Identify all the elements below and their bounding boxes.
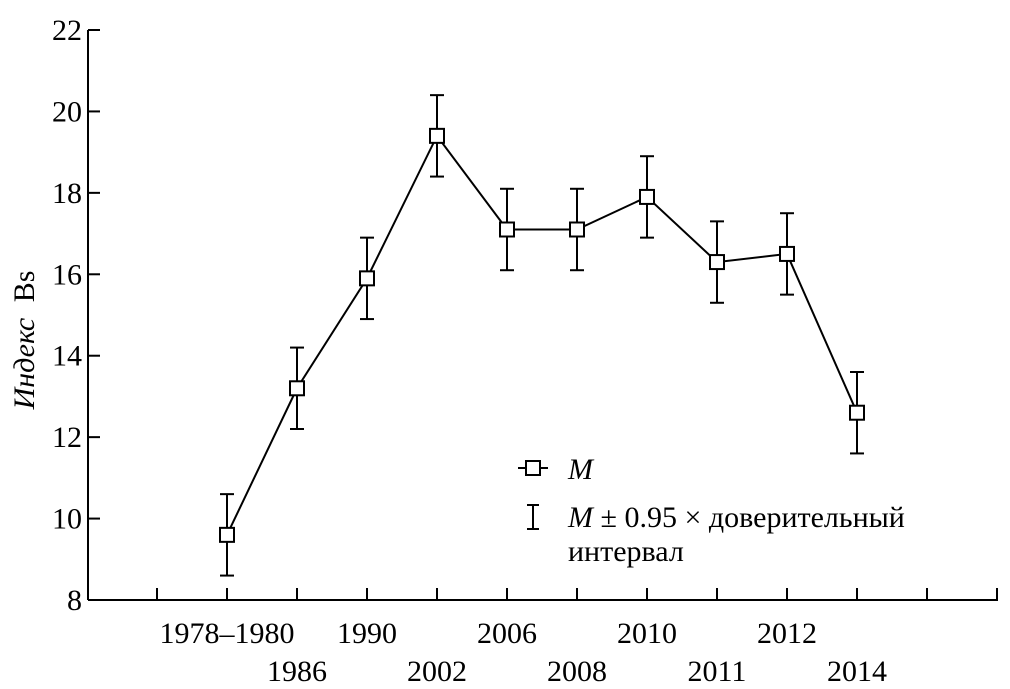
x-tick-label: 2008 — [547, 655, 607, 688]
legend-square-marker-icon — [525, 460, 541, 476]
y-tick-label: 18 — [52, 177, 82, 210]
x-tick-label: 2014 — [827, 655, 887, 688]
data-point — [639, 188, 655, 205]
legend-entry-mean: M — [518, 453, 595, 486]
ticks: 8 10 12 14 16 18 20 22 1978–1980 1986 1990 2002 2006… — [52, 14, 998, 688]
series-m — [226, 133, 858, 536]
y-axis-label: Индекс Bs — [8, 271, 41, 411]
y-tick-label: 8 — [67, 584, 82, 617]
y-tick-label: 12 — [52, 421, 82, 454]
data-point — [779, 245, 795, 262]
axes — [87, 30, 998, 601]
data-point — [849, 404, 865, 421]
x-tick-label: 2002 — [407, 655, 467, 688]
x-tick-label: 1990 — [337, 617, 397, 650]
data-point — [289, 380, 305, 397]
data-point — [219, 526, 235, 543]
legend-label-mean: M — [567, 453, 595, 486]
y-tick-label: 14 — [52, 340, 82, 373]
data-point — [499, 221, 515, 238]
legend-entry-ci: M ± 0.95 × доверительный интервал — [527, 501, 905, 568]
legend: M M ± 0.95 × доверительный интервал — [518, 453, 905, 568]
legend-label-ci-line2: интервал — [568, 535, 684, 568]
x-tick-label: 2006 — [477, 617, 537, 650]
legend-label-ci-rest: ± 0.95 × доверительный — [593, 501, 905, 534]
legend-label-ci-m: M — [567, 501, 595, 534]
x-tick-label: 2010 — [617, 617, 677, 650]
x-tick-label: 2012 — [757, 617, 817, 650]
markers — [219, 127, 865, 543]
data-point — [569, 221, 585, 238]
y-tick-label: 20 — [52, 95, 82, 128]
x-tick-label: 1978–1980 — [160, 617, 295, 650]
x-tick-label: 1986 — [267, 655, 327, 688]
data-point — [709, 254, 725, 271]
y-axis-label-prefix: Индекс — [8, 318, 41, 411]
data-point — [359, 270, 375, 287]
data-point — [429, 127, 445, 144]
series-line — [226, 133, 858, 536]
y-axis-label-suffix: Bs — [8, 271, 41, 303]
x-tick-label: 2011 — [688, 655, 747, 688]
y-tick-label: 10 — [52, 503, 82, 536]
legend-label-ci: M ± 0.95 × доверительный — [567, 501, 905, 534]
y-tick-label: 16 — [52, 258, 82, 291]
y-tick-label: 22 — [52, 14, 82, 47]
